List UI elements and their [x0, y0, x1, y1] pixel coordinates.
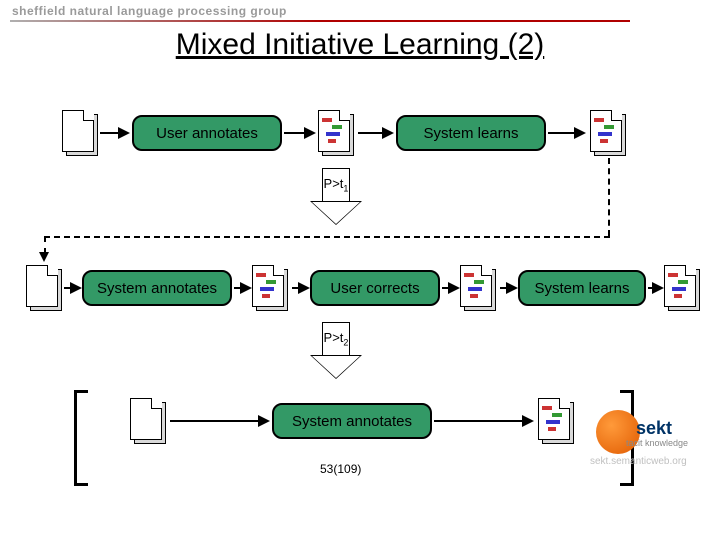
doc-annotated-5 [664, 265, 700, 311]
bracket-left [74, 390, 88, 486]
dashed-v1 [608, 158, 610, 236]
doc-annotated-2 [590, 110, 626, 156]
header-separator [10, 20, 630, 22]
threshold-arrow-2: P>t2 [310, 322, 362, 382]
logo-tagline: tacit knowledge [626, 438, 688, 448]
box-label: System learns [423, 125, 518, 142]
logo-text: sekt [636, 418, 672, 439]
box-user-corrects: User corrects [310, 270, 440, 306]
doc-annotated-1 [318, 110, 354, 156]
box-system-learns-1: System learns [396, 115, 546, 151]
box-label: User corrects [330, 280, 419, 297]
threshold-label: P>t [324, 176, 344, 191]
doc-annotated-3 [252, 265, 288, 311]
threshold-label: P>t [324, 330, 344, 345]
doc-annotated-6 [538, 398, 574, 444]
diagram-area: User annotates System learns P>t1 [0, 100, 720, 520]
box-label: System annotates [97, 280, 217, 297]
page-number: 53(109) [320, 462, 361, 476]
box-label: System annotates [292, 413, 412, 430]
box-label: System learns [534, 280, 629, 297]
doc-annotated-4 [460, 265, 496, 311]
dashed-arrowhead-1 [39, 252, 49, 262]
header-group-label: sheffield natural language processing gr… [12, 4, 287, 18]
doc-plain-3 [130, 398, 166, 444]
threshold-sub: 2 [343, 338, 348, 348]
dashed-h1 [44, 236, 610, 238]
doc-plain-2 [26, 265, 62, 311]
box-user-annotates: User annotates [132, 115, 282, 151]
box-system-annotates-1: System annotates [82, 270, 232, 306]
threshold-arrow-1: P>t1 [310, 168, 362, 228]
footer-url: sekt.semanticweb.org [590, 456, 687, 467]
threshold-sub: 1 [343, 184, 348, 194]
page-title: Mixed Initiative Learning (2) [0, 28, 720, 62]
box-system-learns-2: System learns [518, 270, 646, 306]
doc-plain-1 [62, 110, 98, 156]
box-system-annotates-2: System annotates [272, 403, 432, 439]
box-label: User annotates [156, 125, 258, 142]
